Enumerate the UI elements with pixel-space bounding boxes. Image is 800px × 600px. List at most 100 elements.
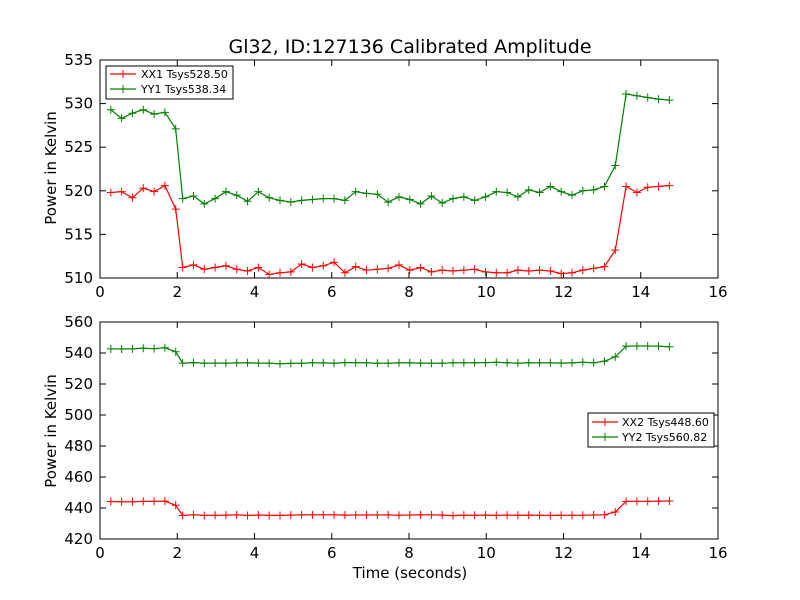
data-point-xx2: [139, 497, 148, 506]
data-point-yy2: [557, 359, 566, 368]
bottom-chart: Power in Kelvin Time (seconds) 0 2 4 6 8 10 12…: [42, 313, 728, 582]
data-point-yy2: [351, 358, 360, 367]
data-point-yy2: [330, 359, 339, 368]
data-point-xx1: [481, 267, 490, 276]
data-point-xx2: [567, 511, 576, 520]
data-point-yy2: [319, 358, 328, 367]
data-point-yy2: [513, 359, 522, 368]
data-point-yy2: [470, 358, 479, 367]
data-point-yy1: [319, 194, 328, 203]
data-point-xx1: [221, 261, 230, 270]
top-plot-area: 0 2 4 6 8 10 12 14 16 510 515 520 525 530 535: [64, 51, 727, 301]
data-point-yy2: [150, 344, 159, 353]
data-point-yy2: [643, 342, 652, 351]
data-point-xx1: [171, 205, 180, 214]
data-point-yy1: [330, 194, 339, 203]
y-tick-label: 515: [64, 225, 93, 243]
chart-title: Gl32, ID:127136 Calibrated Amplitude: [228, 36, 591, 58]
data-point-xx1: [546, 267, 555, 276]
x-tick-label: 6: [327, 544, 337, 562]
data-point-yy2: [362, 358, 371, 367]
data-point-yy1: [150, 110, 159, 119]
data-point-xx2: [319, 510, 328, 519]
data-point-xx1: [254, 263, 263, 272]
x-tick-label: 12: [554, 544, 573, 562]
data-point-xx2: [503, 511, 512, 520]
legend-box: [105, 65, 234, 100]
x-tick-label: 8: [404, 283, 414, 301]
data-point-yy1: [470, 196, 479, 205]
data-point-yy2: [611, 352, 620, 361]
data-point-xx2: [611, 508, 620, 517]
data-point-xx1: [492, 268, 501, 277]
data-point-yy2: [394, 358, 403, 367]
data-point-xx2: [243, 511, 252, 520]
y-axis-label: Power in Kelvin: [42, 111, 60, 225]
data-point-xx1: [578, 266, 587, 275]
data-point-yy1: [351, 187, 360, 196]
data-point-yy1: [589, 185, 598, 194]
top-plot-frame: [99, 59, 719, 279]
data-point-xx2: [106, 497, 115, 506]
data-point-yy2: [416, 359, 425, 368]
data-point-yy2: [589, 358, 598, 367]
data-point-yy1: [567, 191, 576, 200]
legend-label-yy1: YY1 Tsys538.34: [140, 83, 226, 96]
bottom-plot-area: 0 2 4 6 8 10 12 14 16 420 440 460 480 500 520 540 560: [64, 313, 727, 562]
data-point-yy1: [243, 197, 252, 206]
data-point-xx1: [394, 260, 403, 269]
data-point-yy1: [405, 195, 414, 204]
data-point-xx2: [449, 511, 458, 520]
data-point-yy2: [503, 358, 512, 367]
data-point-xx2: [470, 511, 479, 520]
data-point-xx2: [189, 510, 198, 519]
data-point-xx2: [178, 511, 187, 520]
data-point-xx2: [254, 510, 263, 519]
x-tick-label: 10: [477, 283, 496, 301]
legend-marker-yy1: [119, 85, 127, 93]
data-point-xx2: [128, 497, 137, 506]
data-point-xx2: [600, 510, 609, 519]
data-point-yy2: [178, 359, 187, 368]
data-point-yy1: [117, 114, 126, 123]
data-point-yy2: [492, 358, 501, 367]
data-point-xx1: [643, 183, 652, 192]
y-tick-label: 440: [64, 499, 93, 517]
y-tick-label: 520: [64, 182, 93, 200]
data-point-xx1: [567, 268, 576, 277]
data-point-xx1: [330, 258, 339, 267]
data-point-xx1: [373, 265, 382, 274]
data-point-yy1: [384, 198, 393, 207]
data-point-yy2: [160, 343, 169, 352]
data-point-xx2: [221, 511, 230, 520]
y-tick-label: 530: [64, 95, 93, 113]
data-point-yy1: [535, 188, 544, 197]
data-point-yy1: [286, 198, 295, 207]
data-point-xx1: [665, 181, 674, 190]
legend-box: [587, 412, 715, 448]
data-point-xx2: [200, 511, 209, 520]
data-point-xx2: [622, 497, 631, 506]
data-point-xx2: [535, 511, 544, 520]
data-point-yy2: [481, 358, 490, 367]
data-point-xx2: [351, 510, 360, 519]
data-point-xx2: [492, 511, 501, 520]
y-tick-label: 460: [64, 468, 93, 486]
data-point-yy2: [524, 358, 533, 367]
data-point-xx2: [308, 510, 317, 519]
x-tick-label: 8: [404, 544, 414, 562]
data-point-yy2: [139, 344, 148, 353]
data-point-xx2: [384, 510, 393, 519]
data-point-xx2: [405, 510, 414, 519]
data-point-yy1: [578, 186, 587, 195]
data-point-xx2: [265, 511, 274, 520]
data-point-yy2: [622, 342, 631, 351]
data-point-xx1: [232, 265, 241, 274]
data-point-xx1: [449, 267, 458, 276]
data-point-xx1: [513, 266, 522, 275]
data-point-xx1: [200, 265, 209, 274]
data-point-xx1: [503, 268, 512, 277]
data-point-yy2: [117, 344, 126, 353]
data-point-yy2: [384, 359, 393, 368]
